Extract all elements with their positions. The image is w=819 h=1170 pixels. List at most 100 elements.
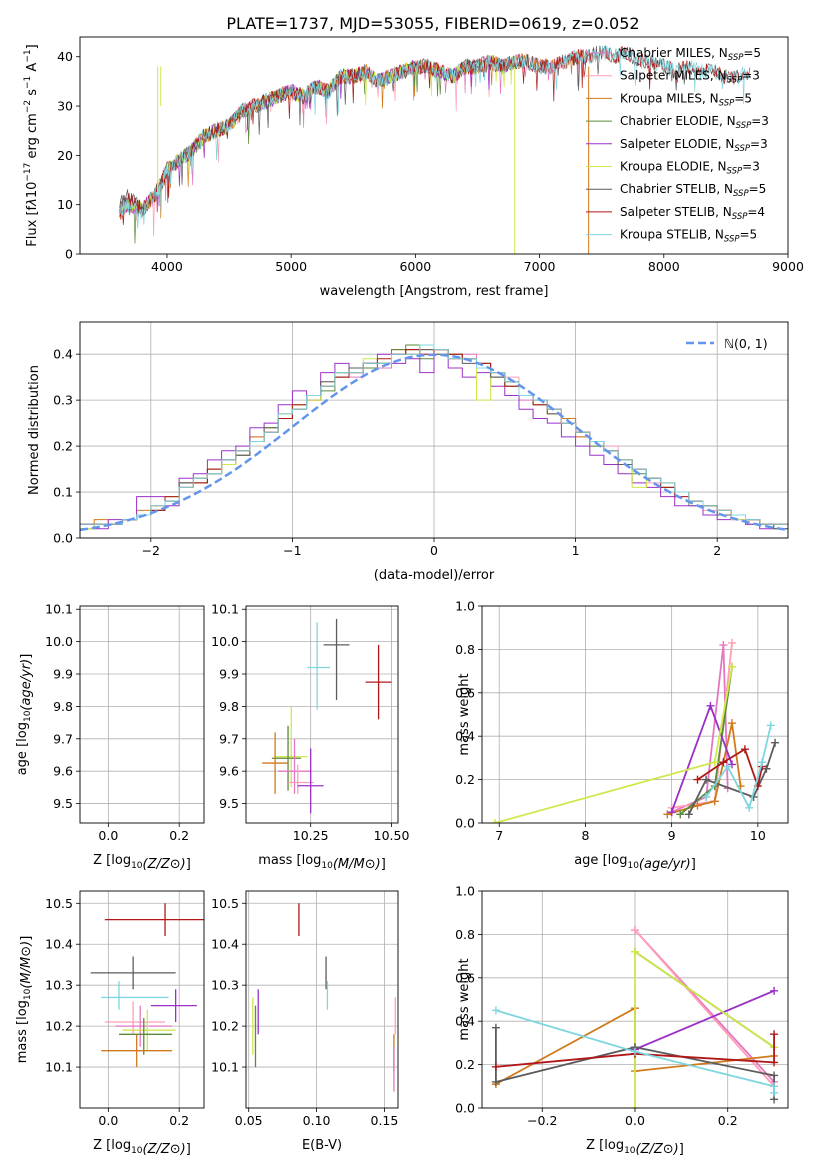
y-axis-label: Flux [fλ10−17 erg cm−2 s−1 A−1] bbox=[23, 44, 40, 246]
y-tick-label: 0.4 bbox=[53, 347, 73, 362]
y-tick-label: 10.1 bbox=[45, 602, 73, 617]
data-point bbox=[278, 738, 311, 794]
panel-3: 0.0 0.2 9.5 9.6 9.7 9.8 9.9 10.0 10.1 Z [log10(Z/… bbox=[15, 602, 205, 872]
x-tick-label: 7000 bbox=[524, 259, 556, 274]
data-point bbox=[119, 726, 172, 791]
y-tick-label: 0.0 bbox=[455, 1101, 475, 1116]
point-marker bbox=[631, 926, 639, 935]
point-marker bbox=[727, 638, 736, 647]
x-axis-label: Z [log10(Z/Z⊙)] bbox=[93, 1138, 191, 1157]
data-point bbox=[275, 706, 308, 788]
y-axis-label: mass weight bbox=[457, 673, 472, 755]
y-tick-label: 40 bbox=[57, 49, 73, 64]
data-point bbox=[101, 732, 172, 794]
y-tick-label: 0 bbox=[65, 247, 73, 262]
point-marker bbox=[745, 803, 754, 812]
x-tick-label: −1 bbox=[283, 543, 301, 558]
point-marker bbox=[710, 797, 719, 806]
y-tick-label: 10.5 bbox=[211, 896, 239, 911]
y-tick-label: 30 bbox=[57, 99, 73, 114]
series-line bbox=[634, 989, 775, 1051]
data-point bbox=[271, 725, 301, 791]
legend-label: Salpeter MILES, NSSP=3 bbox=[620, 69, 760, 86]
axes-frame bbox=[79, 890, 205, 1109]
error-bars bbox=[90, 903, 204, 1068]
point-marker bbox=[710, 758, 719, 767]
data-point bbox=[150, 989, 197, 1023]
x-tick-label: 10 bbox=[750, 828, 766, 843]
y-tick-label: 1.0 bbox=[455, 884, 475, 899]
panel-8: −0.2 0.0 0.2 0.0 0.2 0.4 0.6 0.8 1.0 Z [log10(Z/Z… bbox=[455, 884, 789, 1157]
legend-label: Kroupa MILES, NSSP=5 bbox=[620, 91, 752, 108]
error-bars bbox=[262, 618, 392, 814]
x-axis-label: Z [log10(Z/Z⊙)] bbox=[93, 853, 191, 872]
x-tick-label: −0.2 bbox=[527, 1113, 557, 1128]
histograms bbox=[80, 344, 788, 538]
x-axis-label: E(B-V) bbox=[302, 1138, 342, 1153]
y-tick-label: 9.7 bbox=[53, 731, 73, 746]
data-point bbox=[262, 732, 289, 794]
data-point bbox=[323, 618, 350, 700]
point-marker bbox=[631, 947, 639, 956]
data-point bbox=[307, 622, 331, 710]
x-tick-label: 0.0 bbox=[98, 828, 118, 843]
point-marker bbox=[770, 1071, 779, 1080]
point-marker bbox=[770, 1088, 779, 1097]
y-tick-label: 0.1 bbox=[53, 485, 73, 500]
x-tick-label: 0.2 bbox=[169, 1113, 189, 1128]
y-tick-label: 0.4 bbox=[455, 1014, 475, 1029]
axes-frame bbox=[79, 605, 205, 824]
y-tick-label: 1.0 bbox=[455, 599, 475, 614]
data-point bbox=[91, 619, 176, 700]
axes-frame bbox=[245, 890, 399, 1109]
legend-label: Chabrier MILES, NSSP=5 bbox=[620, 46, 761, 63]
x-tick-label: 8 bbox=[581, 828, 589, 843]
point-marker bbox=[491, 1077, 500, 1086]
x-tick-label: 7 bbox=[495, 828, 503, 843]
x-tick-label: 0.15 bbox=[371, 1113, 399, 1128]
legend-label: Kroupa ELODIE, NSSP=3 bbox=[620, 160, 760, 177]
spectrum-lines bbox=[119, 45, 751, 254]
data-point bbox=[123, 706, 176, 787]
data-point bbox=[101, 1034, 173, 1068]
y-tick-label: 10.4 bbox=[211, 937, 239, 952]
y-tick-label: 10.1 bbox=[211, 602, 239, 617]
y-tick-label: 0.6 bbox=[455, 970, 475, 985]
y-tick-label: 9.8 bbox=[53, 699, 73, 714]
mass-weight-lines bbox=[491, 926, 779, 1108]
x-tick-label: 9 bbox=[668, 828, 676, 843]
y-tick-label: 9.5 bbox=[53, 796, 73, 811]
point-marker bbox=[693, 775, 702, 784]
data-point bbox=[288, 764, 314, 794]
point-marker bbox=[491, 1023, 500, 1032]
y-tick-label: 10 bbox=[57, 197, 73, 212]
y-tick-label: 0.2 bbox=[455, 772, 475, 787]
y-tick-label: 10.3 bbox=[211, 978, 239, 993]
legend-label: Chabrier STELIB, NSSP=5 bbox=[620, 182, 766, 199]
x-axis-label: mass [log10(M/M⊙)] bbox=[258, 853, 386, 872]
data-point bbox=[105, 645, 204, 719]
point-marker bbox=[667, 808, 676, 817]
y-tick-label: 10.5 bbox=[45, 896, 73, 911]
axes-frame bbox=[481, 890, 789, 1109]
point-marker bbox=[491, 1062, 500, 1071]
axes-frame bbox=[481, 605, 789, 824]
x-tick-label: 8000 bbox=[648, 259, 680, 274]
point-marker bbox=[771, 738, 780, 747]
point-marker bbox=[702, 775, 711, 784]
point-marker bbox=[684, 810, 693, 819]
point-marker bbox=[766, 721, 775, 730]
point-marker bbox=[727, 662, 736, 671]
x-tick-label: 0.2 bbox=[718, 1113, 738, 1128]
panel-1: 4000 5000 6000 7000 8000 9000 0 10 20 30 40 wavelen… bbox=[23, 36, 804, 299]
y-tick-label: 10.0 bbox=[45, 634, 73, 649]
point-marker bbox=[490, 819, 499, 823]
error-bars bbox=[252, 903, 396, 1092]
y-tick-label: 0.4 bbox=[455, 729, 475, 744]
normal-curve bbox=[80, 353, 788, 532]
x-tick-label: 0.10 bbox=[303, 1113, 331, 1128]
y-tick-label: 9.5 bbox=[219, 796, 239, 811]
legend-label: Chabrier ELODIE, NSSP=3 bbox=[620, 114, 769, 131]
x-tick-label: 0.2 bbox=[169, 828, 189, 843]
